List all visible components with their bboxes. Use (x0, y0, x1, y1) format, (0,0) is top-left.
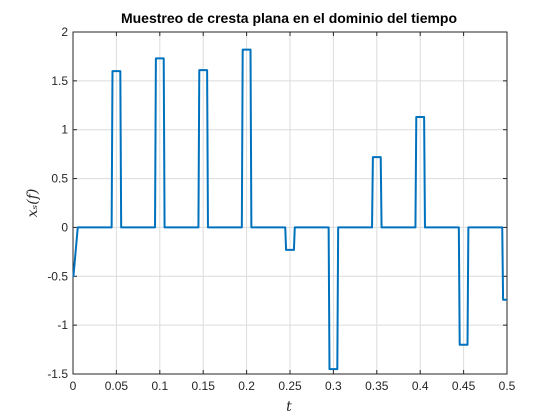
x-tick-label: 0.35 (365, 379, 389, 393)
x-tick-label: 0.25 (278, 379, 302, 393)
y-tick-label: 0 (61, 220, 68, 234)
x-tick-label: 0.15 (192, 379, 216, 393)
chart-title: Muestreo de cresta plana en el dominio d… (121, 10, 457, 26)
series-line (72, 48, 507, 371)
y-tick-label: 2 (61, 25, 68, 39)
x-axis-label: t (286, 399, 292, 415)
y-axis-label: xₛ(f) (25, 189, 41, 218)
x-tick-label: 0.1 (151, 379, 168, 393)
y-tick-label: -0.5 (47, 269, 68, 283)
x-tick-label: 0.45 (452, 379, 476, 393)
y-tick-label: 1.5 (51, 74, 68, 88)
x-tick-label: 0 (70, 379, 77, 393)
x-tick-label: 0.3 (325, 379, 342, 393)
y-tick-label: 0.5 (51, 172, 68, 186)
y-tick-label: 1 (61, 123, 68, 137)
x-tick-label: 0.4 (412, 379, 429, 393)
y-tick-label: -1 (57, 318, 68, 332)
plot-area: 0 0.05 0.1 0.15 0.2 0.25 0.3 0.35 0.4 0.45 0.5 -1.5… (47, 25, 515, 393)
x-tick-label: 0.2 (238, 379, 255, 393)
x-tick-label: 0.5 (499, 379, 516, 393)
y-tick-label: -1.5 (47, 367, 68, 381)
x-tick-label: 0.05 (105, 379, 129, 393)
